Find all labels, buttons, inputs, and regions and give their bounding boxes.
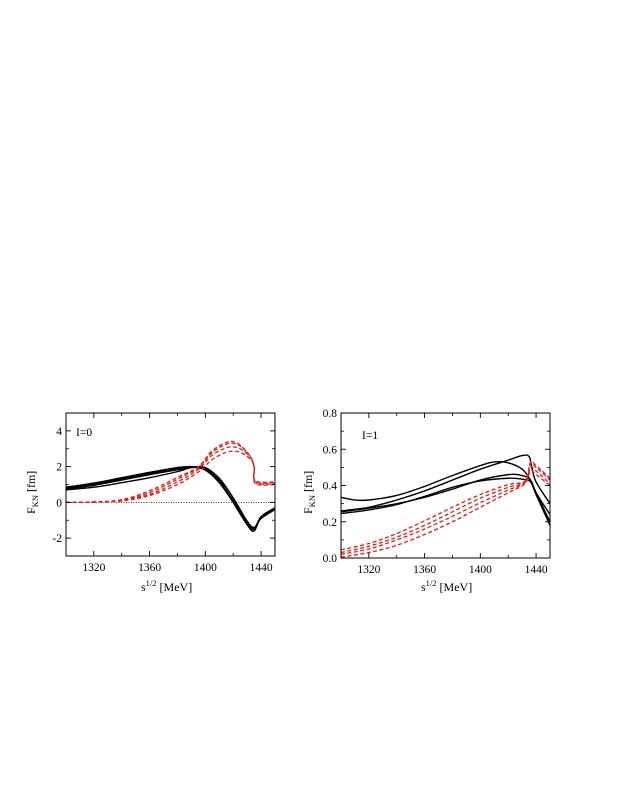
y-axis-label-sub: KN xyxy=(30,495,40,507)
chart-panel-i1: I=1 s1/2 [MeV] FKN [fm] 1320 1360 1400 1440 0.… xyxy=(301,408,551,594)
x-tick-label: 1360 xyxy=(413,564,436,576)
series-line-solid-4 xyxy=(66,465,275,532)
x-axis-label-main: s xyxy=(141,580,146,594)
chart-panel-i0: I=0 s1/2 [MeV] FKN [fm] 1320 1360 1400 1440 -2… xyxy=(24,412,276,594)
x-axis-label: s1/2 [MeV] xyxy=(141,578,192,594)
series-line-dashed-6 xyxy=(341,466,550,556)
panel-label: I=1 xyxy=(362,430,378,442)
x-axis-label: s1/2 [MeV] xyxy=(421,578,472,594)
x-axis-label-unit: [MeV] xyxy=(160,580,193,594)
y-axis-label-unit: [fm] xyxy=(24,471,38,492)
x-tick-label: 1440 xyxy=(525,564,548,576)
y-tick-label: 0.2 xyxy=(323,517,338,529)
x-axis-label-sup: 1/2 xyxy=(426,578,437,588)
series-line-solid-4 xyxy=(341,477,550,526)
y-axis-label-main: F xyxy=(24,507,38,514)
x-tick-label: 1320 xyxy=(357,564,380,576)
y-tick-label: 0.6 xyxy=(323,444,338,456)
x-axis-label-unit: [MeV] xyxy=(440,580,473,594)
y-axis-label: FKN [fm] xyxy=(301,471,317,514)
series-line-dashed-7 xyxy=(341,462,550,554)
y-tick-label: 4 xyxy=(56,426,62,438)
series-line-dashed-5 xyxy=(341,469,550,558)
series-line-dashed-8 xyxy=(66,450,275,504)
x-tick-label: 1320 xyxy=(82,562,105,574)
x-axis-label-main: s xyxy=(421,580,426,594)
series-line-dashed-7 xyxy=(66,446,275,504)
x-tick-label: 1400 xyxy=(194,562,217,574)
series-line-solid-3 xyxy=(66,466,275,529)
series-line-dashed-8 xyxy=(341,460,550,551)
series-line-solid-1 xyxy=(66,465,275,531)
y-axis-label-main: F xyxy=(301,507,315,514)
y-axis-label: FKN [fm] xyxy=(24,471,40,514)
x-tick-label: 1400 xyxy=(469,564,492,576)
series-line-solid-2 xyxy=(66,466,275,530)
y-tick-label: 0.0 xyxy=(323,553,338,565)
y-axis-label-sub: KN xyxy=(307,495,317,507)
y-tick-label: -2 xyxy=(52,533,62,545)
x-tick-label: 1440 xyxy=(250,562,273,574)
y-tick-label: 0 xyxy=(56,497,62,509)
y-tick-label: 0.8 xyxy=(323,408,338,420)
plot-area xyxy=(341,454,550,558)
panel-label: I=0 xyxy=(76,427,92,439)
series-line-solid-3 xyxy=(341,473,550,523)
y-tick-label: 2 xyxy=(56,462,62,474)
series-line-solid-2 xyxy=(341,454,550,512)
x-tick-label: 1360 xyxy=(138,562,161,574)
y-axis-label-unit: [fm] xyxy=(301,471,315,492)
x-axis-label-sup: 1/2 xyxy=(146,578,157,588)
series-line-dashed-5 xyxy=(66,440,275,504)
plot-area xyxy=(66,440,275,532)
y-tick-label: 0.4 xyxy=(323,481,338,493)
